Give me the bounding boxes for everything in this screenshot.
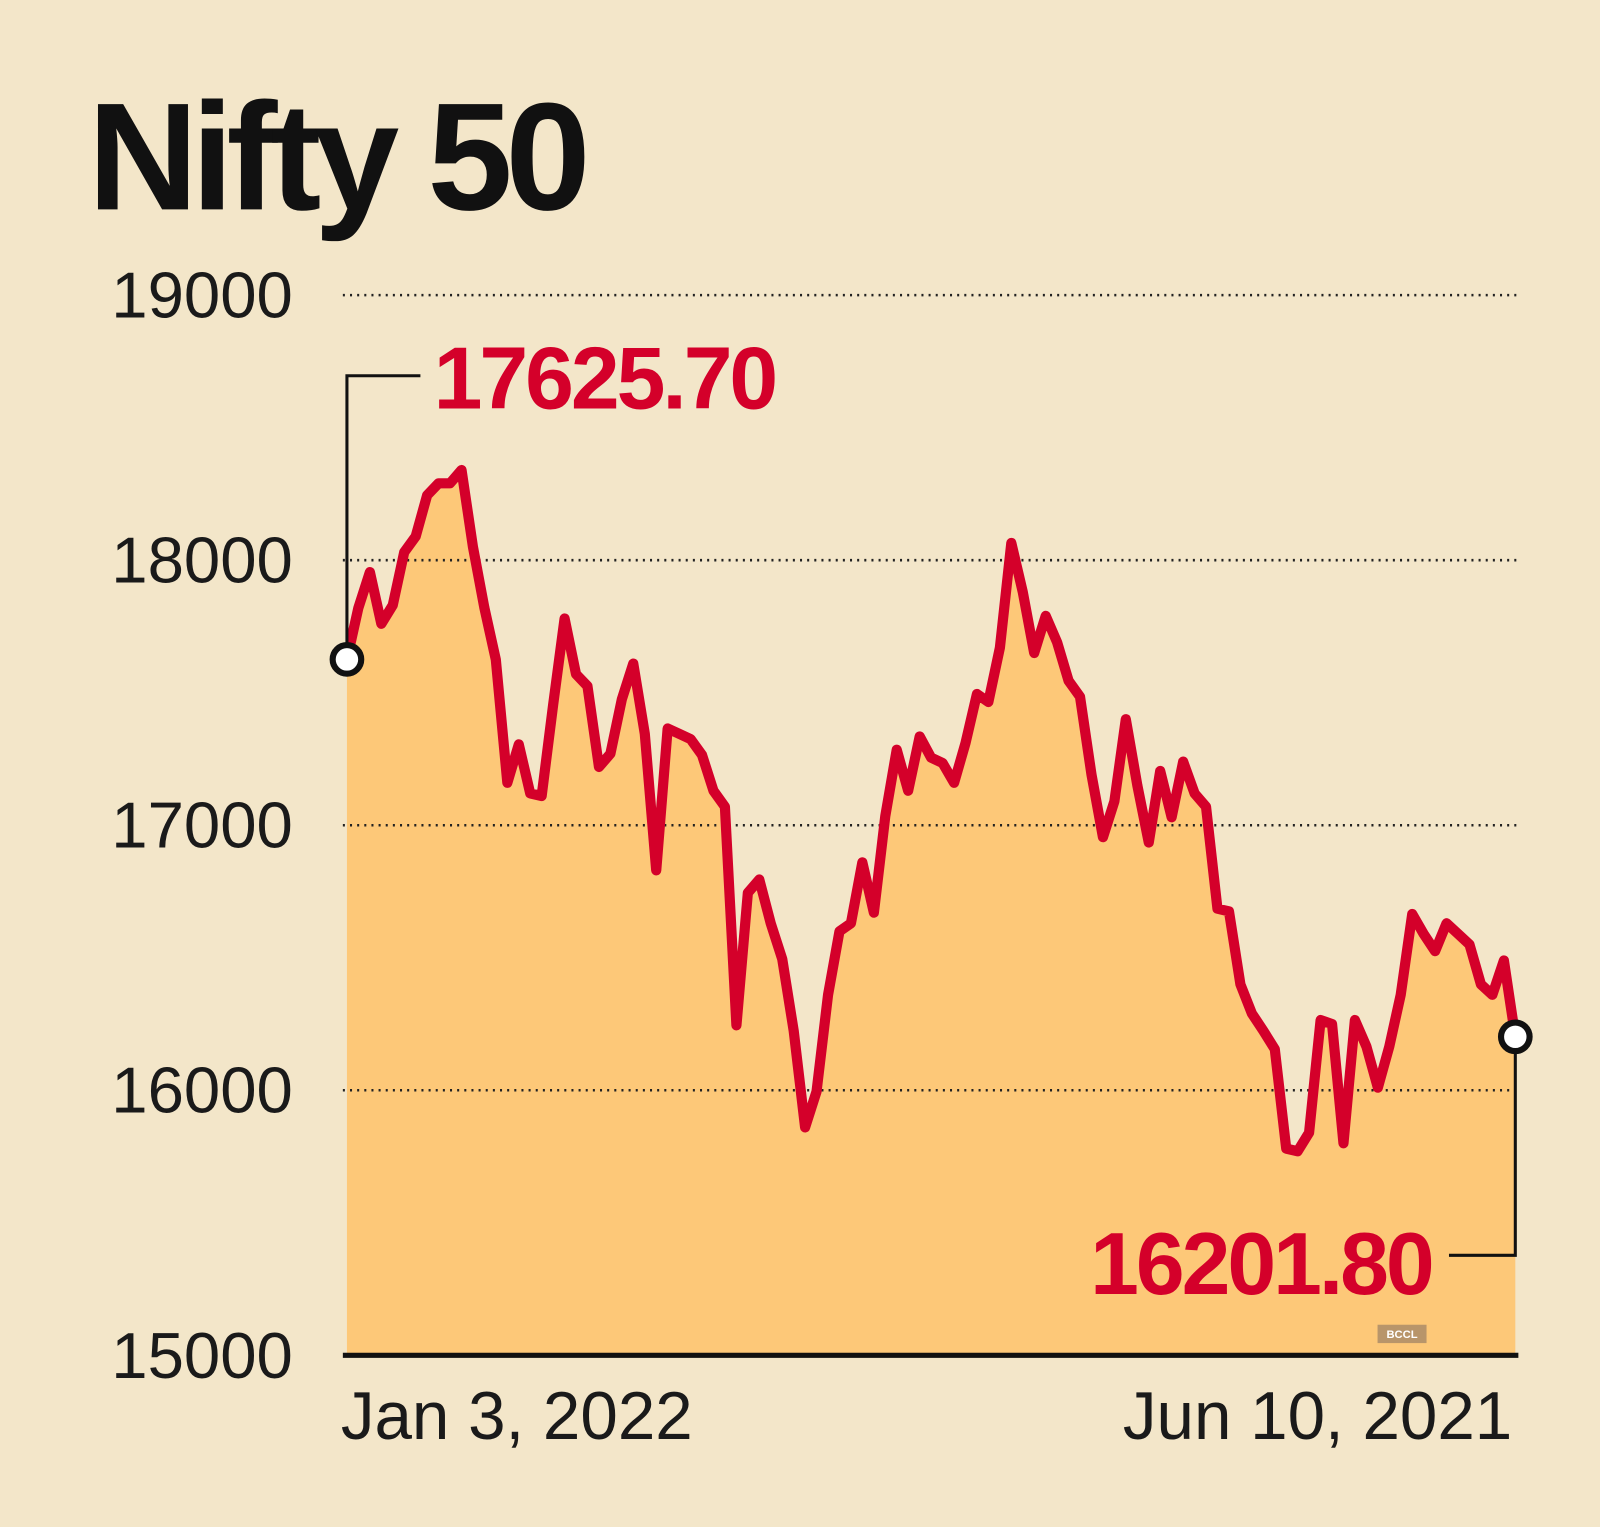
value-label: 16201.80: [1090, 1215, 1432, 1313]
value-label: 17625.70: [434, 329, 776, 427]
source: BCCL: [1386, 1329, 1417, 1341]
y-tick-label: 16000: [111, 1054, 293, 1127]
y-tick-label: 17000: [111, 789, 293, 862]
y-tick-label: 18000: [111, 524, 293, 597]
y-tick-label: 15000: [111, 1319, 293, 1392]
source-box: [1377, 1324, 1427, 1344]
point-marker: [1497, 1019, 1533, 1055]
area: [346, 470, 1516, 1356]
chart-title: Nifty 50: [88, 71, 585, 242]
line: [341, 464, 1521, 1157]
x-tick-label: Jan 3, 2022: [341, 1379, 693, 1454]
leader-line: [1448, 1036, 1517, 1257]
x-tick-label: Jun 10, 2021: [1123, 1379, 1512, 1454]
point-marker: [329, 642, 365, 677]
leader-line: [345, 374, 421, 660]
y-tick-label: 19000: [111, 259, 293, 332]
